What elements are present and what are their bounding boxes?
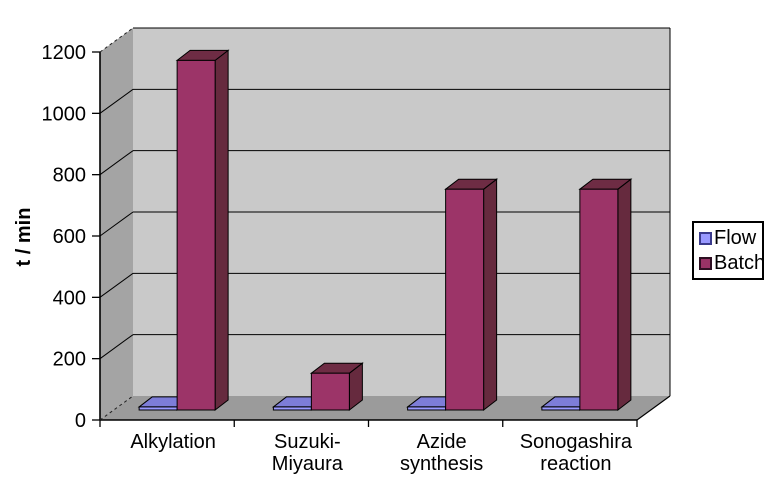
gridline-side-600 <box>99 211 134 237</box>
bar-batch-alkylation <box>175 49 230 412</box>
bar-batch-suzuki-miyaura <box>309 362 364 412</box>
y-axis-tick-label-1200: 1200 <box>42 42 87 64</box>
bar-flow-sonogashira-reaction-front-face <box>541 406 581 411</box>
y-axis-tick-label-600: 600 <box>53 226 86 248</box>
bar-batch-alkylation-side-face <box>214 49 229 412</box>
axis-labels: 0 200 400 600 800 1000 1200 Alkylation Suzuki-Mi… <box>42 42 633 475</box>
legend-label-batch: Batch <box>714 252 765 274</box>
bar-batch-alkylation-front-face <box>176 59 216 411</box>
y-axis-tick-label-200: 200 <box>53 349 86 371</box>
legend: Flow Batch <box>692 221 765 280</box>
floor-left-edge <box>99 395 134 421</box>
bar-batch-azide-synthesis-side-face <box>483 178 498 412</box>
bar-batch-sonogashira-reaction-side-face <box>617 178 632 412</box>
y-axis-tick-label-0: 0 <box>75 410 86 432</box>
y-axis-title: t / min <box>13 208 35 267</box>
floor <box>100 396 670 420</box>
bar-flow-suzuki-miyaura-front-face <box>272 406 312 411</box>
category-label-2-line-1: synthesis <box>400 453 483 475</box>
bar-flow-azide-synthesis-front-face <box>407 406 447 411</box>
axes <box>92 27 671 427</box>
legend-label-flow: Flow <box>714 227 757 249</box>
bar-batch-sonogashira-reaction-front-face <box>579 188 619 411</box>
category-label-1-line-1: Miyaura <box>272 453 344 475</box>
category-label-1-line-0: Suzuki- <box>274 431 341 453</box>
bars <box>137 49 633 412</box>
floor-right-edge <box>636 395 671 421</box>
flow-series-marker-icon <box>699 231 712 245</box>
category-label-3-line-0: Sonogashira <box>520 431 633 453</box>
y-axis-tick-label-1000: 1000 <box>42 103 87 125</box>
gridline-side-200 <box>99 334 134 360</box>
gridline-side-800 <box>99 150 134 176</box>
legend-item-flow: Flow <box>699 227 759 249</box>
y-axis-tick-label-400: 400 <box>53 287 86 309</box>
bar-batch-azide-synthesis <box>444 178 499 412</box>
legend-item-batch: Batch <box>699 252 765 274</box>
y-axis-tick-label-800: 800 <box>53 165 86 187</box>
bar-batch-suzuki-miyaura-front-face <box>310 372 350 411</box>
gridline-side-400 <box>99 272 134 298</box>
bar-batch-azide-synthesis-front-face <box>445 188 485 411</box>
bar-batch-sonogashira-reaction <box>578 178 633 412</box>
category-label-0-line-0: Alkylation <box>130 431 216 453</box>
gridline-side-1000 <box>99 88 134 114</box>
side-wall-top-edge <box>99 27 134 53</box>
category-label-3-line-1: reaction <box>540 453 611 475</box>
batch-series-marker-icon <box>699 256 712 270</box>
category-label-2-line-0: Azide <box>417 431 467 453</box>
bar-flow-alkylation-front-face <box>138 406 178 411</box>
